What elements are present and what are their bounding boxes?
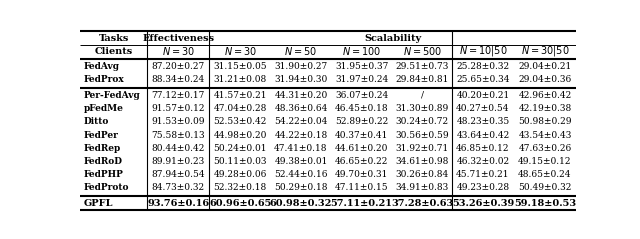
Text: 34.91±0.83: 34.91±0.83 xyxy=(396,183,449,192)
Text: 47.11±0.15: 47.11±0.15 xyxy=(335,183,388,192)
Text: 48.23±0.35: 48.23±0.35 xyxy=(456,117,509,126)
Text: 91.57±0.12: 91.57±0.12 xyxy=(152,104,205,113)
Text: pFedMe: pFedMe xyxy=(84,104,124,113)
Text: 49.70±0.31: 49.70±0.31 xyxy=(335,170,388,179)
Text: 50.49±0.32: 50.49±0.32 xyxy=(518,183,572,192)
Text: 50.11±0.03: 50.11±0.03 xyxy=(214,157,267,166)
Text: 44.98±0.20: 44.98±0.20 xyxy=(214,130,267,140)
Text: 48.36±0.64: 48.36±0.64 xyxy=(275,104,328,113)
Text: 59.18±0.53: 59.18±0.53 xyxy=(514,199,576,208)
Text: $N=10|50$: $N=10|50$ xyxy=(459,44,508,58)
Text: 45.71±0.21: 45.71±0.21 xyxy=(456,170,509,179)
Text: 30.56±0.59: 30.56±0.59 xyxy=(396,130,449,140)
Text: 49.38±0.01: 49.38±0.01 xyxy=(275,157,328,166)
Text: 80.44±0.42: 80.44±0.42 xyxy=(152,144,205,153)
Text: 60.98±0.32: 60.98±0.32 xyxy=(269,199,332,208)
Text: FedRoD: FedRoD xyxy=(84,157,123,166)
Text: 47.04±0.28: 47.04±0.28 xyxy=(214,104,267,113)
Text: 42.96±0.42: 42.96±0.42 xyxy=(518,91,572,100)
Text: 37.28±0.63: 37.28±0.63 xyxy=(391,199,453,208)
Text: 46.32±0.02: 46.32±0.02 xyxy=(456,157,509,166)
Text: 31.97±0.24: 31.97±0.24 xyxy=(335,76,388,84)
Text: Tasks: Tasks xyxy=(99,33,129,43)
Text: 50.24±0.01: 50.24±0.01 xyxy=(214,144,267,153)
Text: FedProto: FedProto xyxy=(84,183,129,192)
Text: 87.94±0.54: 87.94±0.54 xyxy=(152,170,205,179)
Text: 49.28±0.06: 49.28±0.06 xyxy=(214,170,267,179)
Text: 52.53±0.42: 52.53±0.42 xyxy=(214,117,267,126)
Text: 41.57±0.21: 41.57±0.21 xyxy=(214,91,267,100)
Text: Effectiveness: Effectiveness xyxy=(142,33,214,43)
Text: 29.04±0.36: 29.04±0.36 xyxy=(518,76,572,84)
Text: 49.23±0.28: 49.23±0.28 xyxy=(456,183,509,192)
Text: 46.85±0.12: 46.85±0.12 xyxy=(456,144,509,153)
Text: 52.32±0.18: 52.32±0.18 xyxy=(214,183,267,192)
Text: 29.84±0.81: 29.84±0.81 xyxy=(396,76,449,84)
Text: /: / xyxy=(421,91,424,100)
Text: $N=30$: $N=30$ xyxy=(162,45,195,57)
Text: 84.73±0.32: 84.73±0.32 xyxy=(152,183,205,192)
Text: 52.89±0.22: 52.89±0.22 xyxy=(335,117,388,126)
Text: 40.27±0.54: 40.27±0.54 xyxy=(456,104,509,113)
Text: 44.61±0.20: 44.61±0.20 xyxy=(335,144,388,153)
Text: 50.29±0.18: 50.29±0.18 xyxy=(274,183,328,192)
Text: 36.07±0.24: 36.07±0.24 xyxy=(335,91,388,100)
Text: 57.11±0.21: 57.11±0.21 xyxy=(331,199,392,208)
Text: 46.45±0.18: 46.45±0.18 xyxy=(335,104,388,113)
Text: 52.44±0.16: 52.44±0.16 xyxy=(274,170,328,179)
Text: 31.94±0.30: 31.94±0.30 xyxy=(275,76,328,84)
Text: 44.22±0.18: 44.22±0.18 xyxy=(275,130,328,140)
Text: GPFL: GPFL xyxy=(84,199,113,208)
Text: 47.41±0.18: 47.41±0.18 xyxy=(274,144,328,153)
Text: 44.31±0.20: 44.31±0.20 xyxy=(275,91,328,100)
Text: $N=100$: $N=100$ xyxy=(342,45,381,57)
Text: $N=500$: $N=500$ xyxy=(403,45,442,57)
Text: 43.64±0.42: 43.64±0.42 xyxy=(456,130,509,140)
Text: 25.65±0.34: 25.65±0.34 xyxy=(456,76,509,84)
Text: 47.63±0.26: 47.63±0.26 xyxy=(518,144,572,153)
Text: Scalability: Scalability xyxy=(364,33,421,43)
Text: 31.21±0.08: 31.21±0.08 xyxy=(214,76,267,84)
Text: Per-FedAvg: Per-FedAvg xyxy=(84,91,141,100)
Text: 40.20±0.21: 40.20±0.21 xyxy=(456,91,509,100)
Text: FedProx: FedProx xyxy=(84,76,125,84)
Text: Clients: Clients xyxy=(95,47,132,56)
Text: 49.15±0.12: 49.15±0.12 xyxy=(518,157,572,166)
Text: 89.91±0.23: 89.91±0.23 xyxy=(152,157,205,166)
Text: 88.34±0.24: 88.34±0.24 xyxy=(152,76,205,84)
Text: 60.96±0.65: 60.96±0.65 xyxy=(209,199,271,208)
Text: 34.61±0.98: 34.61±0.98 xyxy=(396,157,449,166)
Text: 54.22±0.04: 54.22±0.04 xyxy=(275,117,328,126)
Text: 42.19±0.38: 42.19±0.38 xyxy=(518,104,572,113)
Text: 93.76±0.16: 93.76±0.16 xyxy=(147,199,209,208)
Text: 31.30±0.89: 31.30±0.89 xyxy=(396,104,449,113)
Text: FedAvg: FedAvg xyxy=(84,62,120,71)
Text: 29.04±0.21: 29.04±0.21 xyxy=(518,62,572,71)
Text: 77.12±0.17: 77.12±0.17 xyxy=(152,91,205,100)
Text: $N=30|50$: $N=30|50$ xyxy=(521,44,570,58)
Text: FedPer: FedPer xyxy=(84,130,119,140)
Text: $N=30$: $N=30$ xyxy=(224,45,257,57)
Text: 29.51±0.73: 29.51±0.73 xyxy=(396,62,449,71)
Text: 50.98±0.29: 50.98±0.29 xyxy=(518,117,572,126)
Text: 31.92±0.71: 31.92±0.71 xyxy=(396,144,449,153)
Text: $N=50$: $N=50$ xyxy=(284,45,317,57)
Text: 40.37±0.41: 40.37±0.41 xyxy=(335,130,388,140)
Text: 31.90±0.27: 31.90±0.27 xyxy=(275,62,328,71)
Text: 91.53±0.09: 91.53±0.09 xyxy=(152,117,205,126)
Text: 25.28±0.32: 25.28±0.32 xyxy=(456,62,509,71)
Text: 46.65±0.22: 46.65±0.22 xyxy=(335,157,388,166)
Text: 87.20±0.27: 87.20±0.27 xyxy=(152,62,205,71)
Text: FedRep: FedRep xyxy=(84,144,121,153)
Text: 43.54±0.43: 43.54±0.43 xyxy=(518,130,572,140)
Text: FedPHP: FedPHP xyxy=(84,170,124,179)
Text: 31.15±0.05: 31.15±0.05 xyxy=(214,62,267,71)
Text: Ditto: Ditto xyxy=(84,117,109,126)
Text: 53.26±0.39: 53.26±0.39 xyxy=(452,199,514,208)
Text: 30.26±0.84: 30.26±0.84 xyxy=(396,170,449,179)
Text: 30.24±0.72: 30.24±0.72 xyxy=(396,117,449,126)
Text: 48.65±0.24: 48.65±0.24 xyxy=(518,170,572,179)
Text: 31.95±0.37: 31.95±0.37 xyxy=(335,62,388,71)
Text: 75.58±0.13: 75.58±0.13 xyxy=(152,130,205,140)
